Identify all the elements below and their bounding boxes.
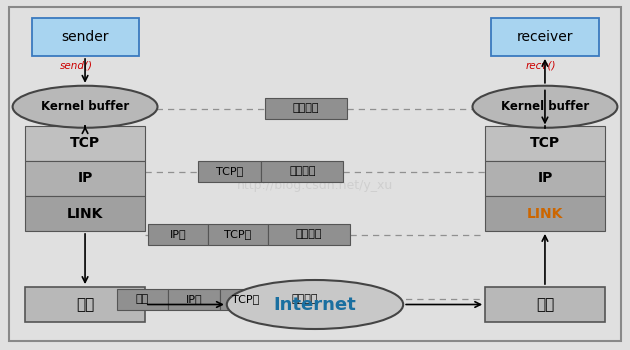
FancyBboxPatch shape — [485, 196, 605, 231]
FancyBboxPatch shape — [491, 18, 598, 56]
FancyBboxPatch shape — [485, 126, 605, 161]
FancyBboxPatch shape — [168, 289, 220, 310]
FancyBboxPatch shape — [220, 289, 272, 310]
Text: TCP: TCP — [530, 136, 560, 150]
FancyBboxPatch shape — [198, 161, 261, 182]
FancyBboxPatch shape — [272, 289, 338, 310]
Text: 帧头: 帧头 — [135, 294, 149, 304]
Text: http://blog.csdn.net/y_xu: http://blog.csdn.net/y_xu — [237, 179, 393, 192]
FancyBboxPatch shape — [265, 98, 346, 119]
Text: TCP头: TCP头 — [216, 167, 244, 176]
Text: 原始数据: 原始数据 — [289, 167, 316, 176]
Text: TCP: TCP — [70, 136, 100, 150]
Text: receiver: receiver — [517, 30, 573, 44]
Text: Kernel buffer: Kernel buffer — [501, 100, 589, 113]
FancyBboxPatch shape — [32, 18, 139, 56]
FancyBboxPatch shape — [485, 161, 605, 196]
FancyBboxPatch shape — [25, 287, 145, 322]
Text: 网卡: 网卡 — [76, 297, 94, 312]
Text: IP头: IP头 — [169, 230, 186, 239]
Text: 网卡: 网卡 — [536, 297, 554, 312]
FancyBboxPatch shape — [208, 224, 268, 245]
Text: recv(): recv() — [526, 60, 556, 70]
Text: Kernel buffer: Kernel buffer — [41, 100, 129, 113]
Text: Internet: Internet — [273, 295, 357, 314]
Text: IP: IP — [537, 172, 553, 186]
Text: 原始数据: 原始数据 — [292, 104, 319, 113]
Text: TCP夤: TCP夤 — [232, 294, 260, 304]
Text: IP: IP — [77, 172, 93, 186]
FancyBboxPatch shape — [25, 196, 145, 231]
Text: LINK: LINK — [527, 206, 563, 220]
Ellipse shape — [472, 86, 617, 128]
Text: LINK: LINK — [67, 206, 103, 220]
Text: sender: sender — [61, 30, 109, 44]
Text: 原始数据: 原始数据 — [295, 230, 322, 239]
FancyBboxPatch shape — [268, 224, 350, 245]
FancyBboxPatch shape — [25, 126, 145, 161]
Text: 原始数据: 原始数据 — [291, 294, 318, 304]
Ellipse shape — [13, 86, 158, 128]
FancyBboxPatch shape — [117, 289, 168, 310]
FancyBboxPatch shape — [25, 161, 145, 196]
FancyBboxPatch shape — [148, 224, 208, 245]
Text: send(): send() — [60, 60, 93, 70]
FancyBboxPatch shape — [485, 287, 605, 322]
Text: TCP夤: TCP夤 — [224, 230, 251, 239]
FancyBboxPatch shape — [261, 161, 343, 182]
Text: IP头: IP头 — [186, 294, 202, 304]
FancyBboxPatch shape — [9, 7, 621, 341]
Ellipse shape — [227, 280, 403, 329]
